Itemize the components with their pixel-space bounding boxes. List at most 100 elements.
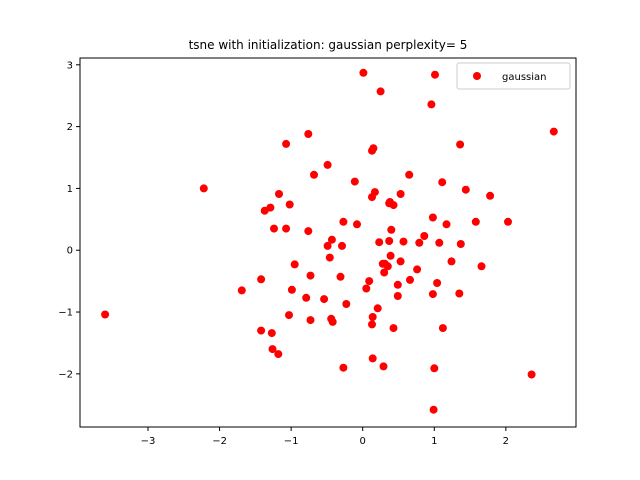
data-point [504,217,512,226]
y-tick-label: 2 [67,122,73,133]
data-point [389,324,398,333]
data-point [365,277,374,286]
data-point [368,354,377,363]
data-point [415,238,424,247]
data-point [342,300,351,308]
data-point [302,293,311,302]
data-point [350,177,359,186]
data-point [373,304,382,313]
data-point [199,184,208,193]
data-point [368,313,377,321]
chart-title: tsne with initialization: gaussian perpl… [189,38,468,52]
data-point [386,251,395,260]
data-point [387,225,396,234]
legend: gaussian [456,62,571,90]
data-point [268,345,277,354]
data-point [430,364,439,373]
data-point [290,260,299,269]
data-point [339,217,348,226]
data-point [431,70,439,79]
data-point [338,241,346,250]
data-point [477,262,486,271]
y-tick-label: 0 [67,246,73,257]
data-point [393,280,402,289]
data-point [527,370,536,379]
data-point [435,238,444,247]
data-point [285,200,294,209]
x-tick-label: −1 [284,436,299,447]
data-point [336,272,345,281]
data-point [433,279,442,287]
data-point [442,220,451,229]
data-point [304,227,313,236]
y-tick-label: 3 [67,60,73,71]
data-point [257,326,266,335]
x-axis: −3 −2 −1 0 1 2 [141,427,509,447]
data-point [304,130,313,138]
data-point [266,203,275,212]
data-point [274,350,283,359]
data-point [399,237,408,246]
plot-frame [79,57,577,428]
data-point [438,178,447,187]
data-point [339,363,348,372]
data-point [270,224,278,233]
data-point [447,257,456,266]
data-point [396,257,405,266]
data-point [275,190,283,198]
data-point [368,320,376,329]
data-point [486,191,495,200]
data-point [327,235,336,244]
data-point [287,285,296,294]
data-point [285,311,293,320]
data-point [461,185,470,194]
x-tick-label: −3 [141,436,156,447]
data-point [429,405,438,414]
y-tick-label: −1 [58,308,73,319]
data-point [456,240,465,248]
data-point [376,87,385,96]
y-tick-label: 1 [67,184,73,195]
data-point [267,329,276,338]
data-point [428,290,437,299]
data-point [393,292,402,300]
data-point [396,190,405,198]
data-point [383,262,392,271]
data-point [359,68,368,77]
data-point [101,310,110,319]
data-point [385,237,394,245]
data-point [413,265,422,274]
data-point [323,241,332,250]
points-layer [101,68,558,414]
data-point [353,220,361,229]
data-point [323,160,332,169]
data-point [420,232,429,240]
data-point [310,170,318,179]
data-point [368,193,376,202]
legend-box [456,62,571,90]
data-point [237,286,246,295]
data-point [379,362,388,371]
data-point [362,284,371,293]
data-point [306,316,315,325]
y-tick-label: −2 [58,369,73,380]
legend-marker [473,72,481,80]
x-tick-label: 0 [360,436,366,447]
data-point [325,253,334,262]
data-point [306,271,315,280]
y-axis: −2 −1 0 1 2 3 [58,60,80,380]
data-point [368,146,376,155]
data-point [471,217,480,226]
data-point [328,317,337,326]
x-tick-label: 2 [503,436,509,447]
data-point [549,127,558,136]
data-point [282,139,291,148]
x-tick-label: 1 [431,436,437,447]
data-point [380,268,389,277]
data-point [427,100,436,109]
data-point [282,224,291,233]
data-point [257,275,266,284]
data-point [406,275,414,284]
